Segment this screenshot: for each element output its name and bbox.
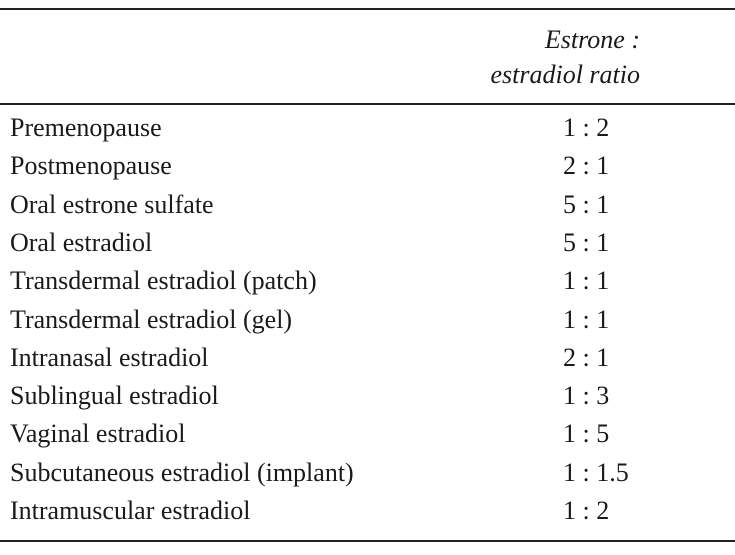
- row-label: Premenopause: [10, 113, 162, 142]
- ratio-cell: 1 : 3: [563, 381, 610, 411]
- ratio-cell: 5 : 1: [563, 227, 610, 257]
- row-label: Sublingual estradiol: [10, 381, 219, 411]
- ratio-cell: 2 : 1: [563, 151, 610, 181]
- ratio-cell: 1 : 1.5: [563, 457, 629, 487]
- row-label: Oral estradiol: [10, 227, 153, 257]
- row-label: Intramuscular estradiol: [10, 496, 251, 525]
- ratio-cell: 1 : 2: [563, 496, 610, 525]
- ratio-cell: 2 : 1: [563, 342, 610, 372]
- row-label: Oral estrone sulfate: [10, 189, 214, 219]
- ratio-cell: 5 : 1: [563, 189, 610, 219]
- ratio-cell: 1 : 1: [563, 266, 610, 296]
- ratio-cell: 1 : 2: [563, 113, 610, 142]
- row-label: Transdermal estradiol (gel): [10, 304, 293, 334]
- row-label: Transdermal estradiol (patch): [10, 266, 317, 296]
- bottom-rule: [0, 540, 735, 542]
- ratio-cell: 1 : 1: [563, 304, 610, 334]
- header-rule: [0, 103, 735, 105]
- row-label: Vaginal estradiol: [10, 419, 186, 449]
- row-label: Subcutaneous estradiol (implant): [10, 457, 354, 487]
- top-rule: [0, 8, 735, 10]
- row-label: Intranasal estradiol: [10, 342, 209, 372]
- ratio-cell: 1 : 5: [563, 419, 610, 449]
- column-header: Estrone : estradiol ratio: [490, 25, 640, 89]
- row-label: Postmenopause: [10, 151, 172, 181]
